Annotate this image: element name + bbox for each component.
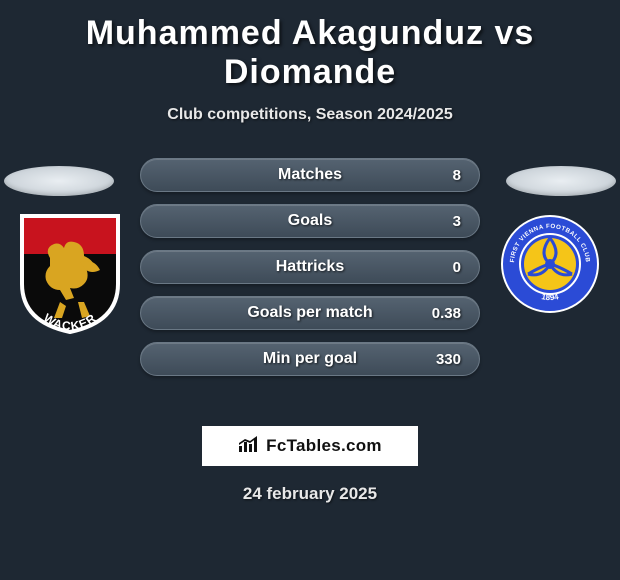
stat-value: 0: [453, 259, 461, 276]
page-title: Muhammed Akagunduz vs Diomande: [0, 0, 620, 92]
stat-value: 3: [453, 213, 461, 230]
stat-row: Hattricks 0: [140, 250, 480, 284]
svg-text:1894: 1894: [541, 292, 560, 302]
bar-chart-icon: [238, 435, 260, 458]
stat-row: Matches 8: [140, 158, 480, 192]
comparison-content: ADMIRA WACKER FIRST V: [0, 158, 620, 408]
stat-row: Min per goal 330: [140, 342, 480, 376]
stat-label: Min per goal: [263, 350, 357, 368]
club-badge-left: ADMIRA WACKER: [20, 214, 120, 334]
stats-list: Matches 8 Goals 3 Hattricks 0 Goals per …: [140, 158, 480, 388]
player-left-ellipse: [4, 166, 114, 196]
subtitle: Club competitions, Season 2024/2025: [0, 106, 620, 124]
date-text: 24 february 2025: [0, 484, 620, 504]
stat-label: Goals per match: [247, 304, 372, 322]
badge-right-year: 1894: [541, 292, 560, 302]
stat-value: 0.38: [432, 305, 461, 322]
club-badge-right: FIRST VIENNA FOOTBALL CLUB 1894: [500, 214, 600, 314]
stat-value: 8: [453, 167, 461, 184]
stat-label: Hattricks: [276, 258, 344, 276]
stat-value: 330: [436, 351, 461, 368]
brand-text: FcTables.com: [266, 436, 382, 456]
stat-label: Matches: [278, 166, 342, 184]
stat-row: Goals 3: [140, 204, 480, 238]
stat-label: Goals: [288, 212, 332, 230]
player-right-ellipse: [506, 166, 616, 196]
brand-box: FcTables.com: [202, 426, 418, 466]
stat-row: Goals per match 0.38: [140, 296, 480, 330]
